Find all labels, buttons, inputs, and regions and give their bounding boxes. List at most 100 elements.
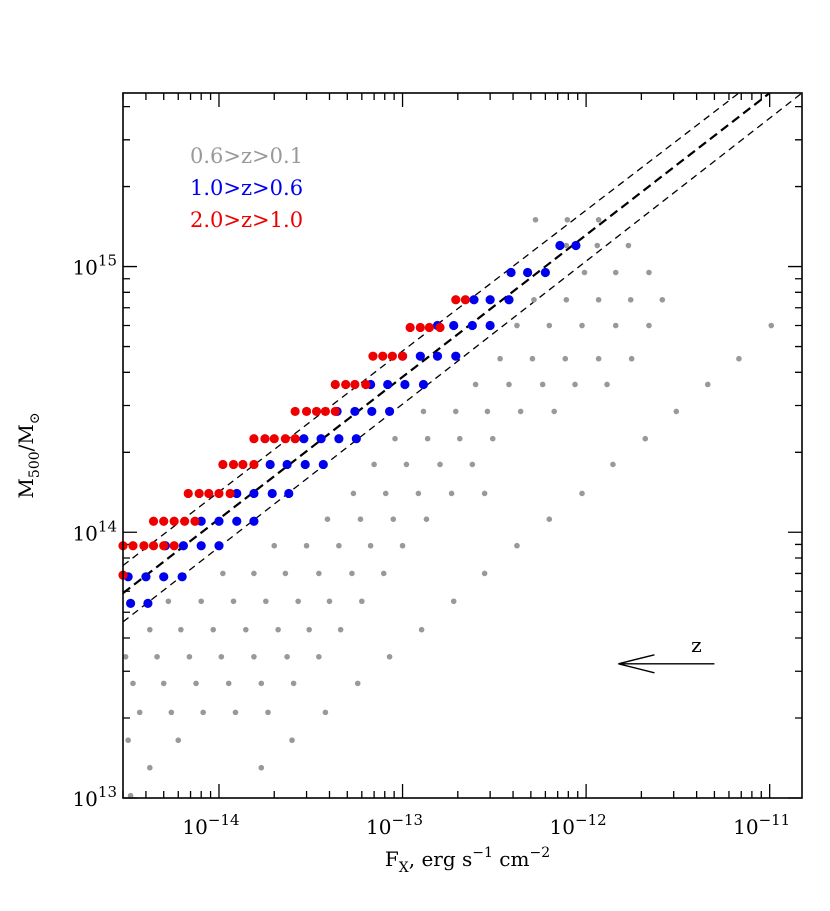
data-point xyxy=(141,572,151,582)
data-point xyxy=(322,709,329,716)
data-point xyxy=(673,408,680,415)
data-point xyxy=(169,541,179,551)
tick-labels: 10−14 10−13 10−12 10−11 1013 1014 1015 xyxy=(72,252,790,839)
data-point xyxy=(299,434,309,444)
data-point xyxy=(143,598,153,608)
data-point xyxy=(361,379,371,390)
data-point xyxy=(147,764,153,771)
data-point xyxy=(303,542,310,549)
arrow-head xyxy=(618,654,655,674)
data-point xyxy=(238,459,248,470)
data-point xyxy=(768,322,775,329)
data-point xyxy=(128,541,138,551)
data-point xyxy=(359,598,365,605)
data-point xyxy=(531,296,537,303)
data-point xyxy=(267,488,277,499)
y-tick-label: 1015 xyxy=(72,252,117,280)
data-point xyxy=(263,598,269,605)
data-point xyxy=(456,435,463,442)
data-point xyxy=(481,570,488,577)
data-point xyxy=(269,434,279,444)
data-point xyxy=(392,435,398,442)
data-point xyxy=(130,680,136,687)
data-point xyxy=(214,541,224,551)
data-point xyxy=(405,322,415,333)
data-point xyxy=(704,381,711,388)
data-point xyxy=(230,598,237,605)
data-point xyxy=(646,269,652,276)
y-tick-label: 1013 xyxy=(72,783,117,811)
data-point xyxy=(122,653,129,660)
data-point xyxy=(251,653,257,660)
data-point xyxy=(485,295,495,305)
data-point xyxy=(539,381,546,388)
data-point xyxy=(258,680,265,687)
data-point xyxy=(284,488,294,499)
data-point xyxy=(326,598,333,605)
data-point xyxy=(159,541,169,551)
relation-line xyxy=(122,92,771,595)
data-point xyxy=(546,322,553,329)
data-point xyxy=(448,490,455,497)
data-point xyxy=(260,434,270,444)
data-point xyxy=(460,295,471,305)
data-point xyxy=(251,570,257,577)
data-point xyxy=(218,653,225,660)
data-point xyxy=(354,680,361,687)
x-tick-label: 10−11 xyxy=(733,811,790,839)
data-point xyxy=(300,459,310,470)
axis-labels: FX, erg s−1 cm−2 M500/M⊙ xyxy=(14,412,550,876)
data-point xyxy=(415,490,422,497)
data-point xyxy=(290,406,300,417)
data-point xyxy=(642,435,649,442)
data-point xyxy=(351,434,361,444)
data-point xyxy=(571,240,581,251)
data-point xyxy=(154,653,160,660)
data-point xyxy=(386,653,393,660)
data-point xyxy=(218,459,228,470)
data-point xyxy=(627,296,634,303)
data-point xyxy=(350,406,360,417)
redshift-arrow-annotation: z xyxy=(618,633,715,674)
data-point xyxy=(435,322,445,333)
data-point xyxy=(424,322,434,333)
x-axis-label: FX, erg s−1 cm−2 xyxy=(385,845,550,876)
data-point xyxy=(563,242,570,249)
data-point xyxy=(563,296,570,303)
data-point xyxy=(311,406,322,417)
data-point xyxy=(330,406,340,417)
data-point xyxy=(604,381,610,388)
data-point xyxy=(178,541,189,551)
data-point xyxy=(265,709,271,716)
data-point xyxy=(275,626,281,633)
data-point xyxy=(284,653,290,660)
data-point xyxy=(183,488,193,499)
data-point xyxy=(220,570,226,577)
data-point xyxy=(551,408,557,415)
data-point xyxy=(232,709,239,716)
data-point xyxy=(282,570,289,577)
data-point xyxy=(400,379,410,390)
data-point xyxy=(168,709,175,716)
data-point xyxy=(467,320,477,331)
data-point xyxy=(481,490,488,497)
x-tick-label: 10−14 xyxy=(182,811,239,839)
data-point xyxy=(367,406,377,417)
data-point xyxy=(316,570,322,577)
data-point xyxy=(610,461,616,468)
data-point xyxy=(506,267,516,278)
data-point xyxy=(175,737,182,744)
data-point xyxy=(165,598,172,605)
data-point xyxy=(403,461,410,468)
data-point xyxy=(489,435,496,442)
data-point xyxy=(159,516,169,526)
data-point xyxy=(159,572,169,582)
data-point xyxy=(581,269,588,276)
data-point xyxy=(334,434,344,444)
data-point xyxy=(469,461,476,468)
plot-frame xyxy=(122,92,803,799)
data-point xyxy=(357,516,364,523)
x-tick-label: 10−12 xyxy=(550,811,607,839)
y-tick-label: 1014 xyxy=(72,517,117,545)
